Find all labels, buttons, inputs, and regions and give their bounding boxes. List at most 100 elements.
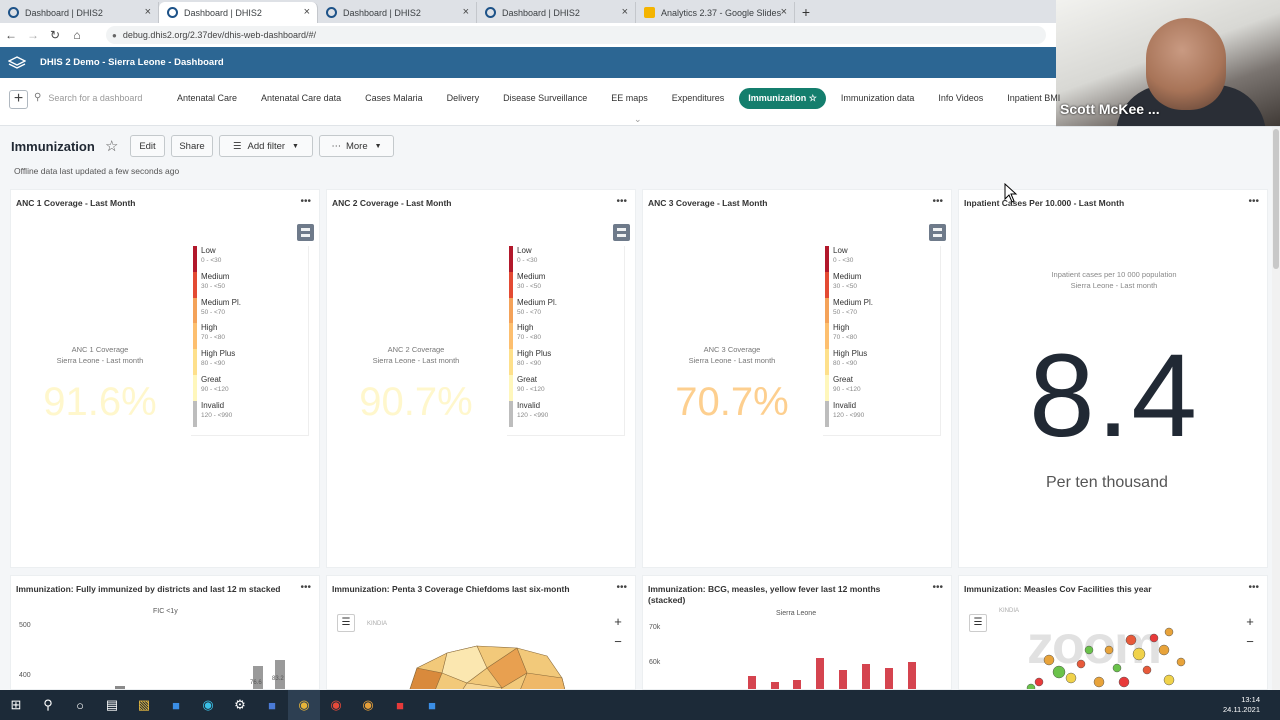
legend: Low 0 - <30 Medium 30 - <50 Medium Pl. 50 - <…: [823, 246, 941, 436]
legend: Low 0 - <30 Medium 30 - <50 Medium Pl. 50 - <…: [507, 246, 625, 436]
zoom-in-button[interactable]: +: [614, 614, 622, 629]
legend-item: High 70 - <80: [823, 323, 940, 350]
browser-tab[interactable]: Dashboard | DHIS2 ×: [477, 2, 636, 23]
item-menu-icon[interactable]: •••: [616, 582, 627, 593]
legend-range: 50 - <70: [517, 308, 542, 316]
zoom-app-icon[interactable]: ■: [428, 697, 436, 713]
legend-swatch: [825, 400, 829, 427]
edit-button[interactable]: Edit: [130, 135, 165, 157]
legend-item: High Plus 80 - <90: [191, 349, 308, 375]
legend-item: Invalid 120 - <990: [191, 400, 308, 427]
legend-range: 80 - <90: [517, 360, 542, 368]
cortana-icon[interactable]: ○: [76, 697, 84, 713]
browser-tab-active[interactable]: Dashboard | DHIS2 ×: [159, 2, 318, 23]
legend-swatch: [193, 323, 197, 350]
browser-tab[interactable]: Dashboard | DHIS2 ×: [318, 2, 477, 23]
windows-start-icon[interactable]: ⊞: [10, 697, 22, 712]
dhis2-icon: [167, 7, 178, 18]
search-icon[interactable]: ⚲: [43, 697, 53, 712]
chrome-alt-icon[interactable]: ◉: [362, 697, 374, 712]
dashboard-chip[interactable]: Expenditures: [671, 93, 725, 103]
zoom-in-button[interactable]: +: [1246, 614, 1254, 629]
view-switch-icon[interactable]: [297, 224, 314, 241]
chrome-profile-icon[interactable]: ◉: [330, 697, 342, 712]
chevron-down-icon[interactable]: ⌄: [634, 114, 642, 124]
dashboard-chip[interactable]: Inpatient BMI: [1007, 93, 1061, 103]
chart-bar: [275, 660, 285, 689]
dashboard-chip[interactable]: Disease Surveillance: [503, 93, 588, 103]
zoom-out-button[interactable]: −: [614, 634, 622, 649]
taskbar-clock[interactable]: 13:14 24.11.2021: [1223, 695, 1260, 715]
page-scrollbar[interactable]: [1272, 127, 1280, 690]
item-menu-icon[interactable]: •••: [1248, 582, 1259, 593]
lock-icon: ●: [112, 30, 117, 40]
edge-icon[interactable]: ◉: [202, 697, 214, 712]
more-button[interactable]: ⋯ More ▼: [319, 135, 394, 157]
filter-icon: ☰: [233, 140, 242, 152]
dashboard-chip[interactable]: EE maps: [611, 93, 648, 103]
dashboard-chip[interactable]: Antenatal Care: [177, 93, 238, 103]
dashboard-chip-active[interactable]: Immunization ☆: [739, 88, 826, 109]
sv-value: 8.4: [1029, 330, 1200, 462]
back-icon[interactable]: ←: [5, 28, 17, 42]
y-tick-label: 500: [19, 622, 31, 629]
star-icon[interactable]: ☆: [105, 138, 119, 155]
close-icon[interactable]: ×: [144, 6, 151, 18]
item-menu-icon[interactable]: •••: [932, 582, 943, 593]
sv-label: ANC 2 Coverage Sierra Leone - Last month: [346, 344, 486, 366]
sv-label-line1: ANC 1 Coverage: [71, 345, 129, 354]
map-legend-icon[interactable]: ☰: [337, 614, 355, 632]
item-title: Inpatient Cases Per 10.000 - Last Month: [964, 198, 1125, 208]
view-switch-icon[interactable]: [929, 224, 946, 241]
close-icon[interactable]: ×: [780, 6, 787, 18]
home-icon[interactable]: ⌂: [73, 28, 81, 42]
dashboard-chip[interactable]: Antenatal Care data: [261, 93, 342, 103]
map-legend-icon[interactable]: ☰: [969, 614, 987, 632]
item-menu-icon[interactable]: •••: [300, 582, 311, 593]
url-field[interactable]: ● debug.dhis2.org/2.37dev/dhis-web-dashbo…: [106, 26, 1046, 44]
add-filter-button[interactable]: ☰ Add filter ▼: [219, 135, 313, 157]
view-switch-icon[interactable]: [613, 224, 630, 241]
webcam-person-head: [1146, 18, 1226, 110]
new-tab-button[interactable]: +: [801, 4, 811, 20]
map-place-label: KINDIA: [999, 608, 1020, 614]
file-explorer-icon[interactable]: ▧: [137, 697, 151, 712]
dhis2-logo-icon[interactable]: [8, 55, 26, 70]
legend-item: Invalid 120 - <990: [507, 400, 624, 427]
legend-swatch: [193, 271, 197, 298]
legend-item: Medium 30 - <50: [191, 271, 308, 298]
word-icon[interactable]: ■: [268, 697, 276, 713]
share-button[interactable]: Share: [171, 135, 213, 157]
chart-bar: [771, 682, 779, 689]
dashboard-chips: Antenatal Care Antenatal Care data Cases…: [168, 88, 1069, 109]
outlook-icon[interactable]: ■: [172, 697, 180, 713]
dashboard-chip[interactable]: Delivery: [446, 93, 480, 103]
close-icon[interactable]: ×: [462, 6, 469, 18]
zoom-out-button[interactable]: −: [1246, 634, 1254, 649]
item-menu-icon[interactable]: •••: [932, 196, 943, 207]
item-menu-icon[interactable]: •••: [1248, 196, 1259, 207]
settings-icon[interactable]: ⚙: [234, 697, 246, 712]
tab-title: Dashboard | DHIS2: [343, 7, 421, 18]
item-menu-icon[interactable]: •••: [300, 196, 311, 207]
dashboard-chip[interactable]: Immunization data: [840, 93, 915, 103]
item-menu-icon[interactable]: •••: [616, 196, 627, 207]
data-label: 83.2: [272, 676, 284, 682]
reload-icon[interactable]: ↻: [49, 28, 61, 42]
pdf-icon[interactable]: ■: [396, 697, 404, 713]
legend-range: 120 - <990: [833, 411, 865, 419]
dashboard-chip[interactable]: Cases Malaria: [365, 93, 423, 103]
add-dashboard-button[interactable]: +: [9, 90, 28, 109]
browser-tab[interactable]: Analytics 2.37 - Google Slides ×: [636, 2, 795, 23]
task-view-icon[interactable]: ▤: [105, 697, 119, 712]
forward-icon[interactable]: →: [27, 28, 39, 42]
legend-label: High Plus: [201, 349, 236, 359]
close-icon[interactable]: ×: [303, 6, 310, 18]
close-icon[interactable]: ×: [621, 6, 628, 18]
scrollbar-thumb[interactable]: [1273, 129, 1279, 269]
chrome-icon[interactable]: ◉: [288, 690, 320, 720]
dhis2-icon: [8, 7, 19, 18]
dashboard-search[interactable]: ⚲ Search for a dashboard: [34, 92, 142, 103]
dashboard-chip[interactable]: Info Videos: [938, 93, 984, 103]
browser-tab[interactable]: Dashboard | DHIS2 ×: [0, 2, 159, 23]
